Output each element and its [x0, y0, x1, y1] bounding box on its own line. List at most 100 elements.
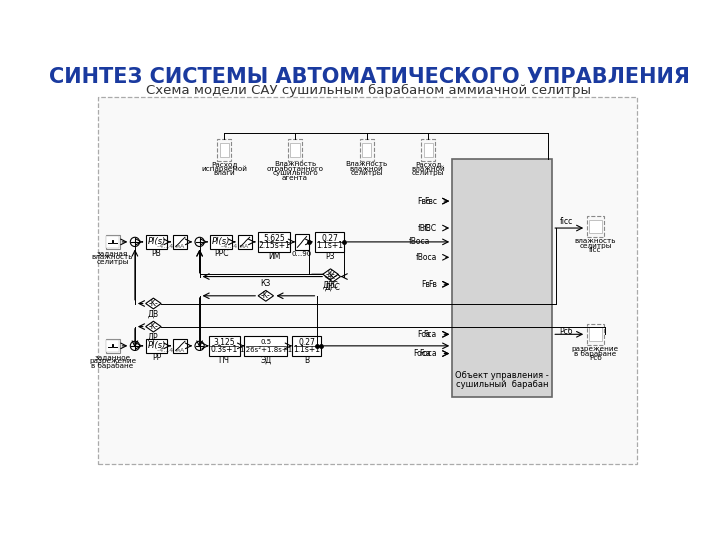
Text: селитры: селитры	[351, 171, 383, 177]
Text: в барабане: в барабане	[575, 350, 616, 357]
Text: 1.1s+1: 1.1s+1	[293, 346, 320, 354]
Text: Рсб: Рсб	[589, 355, 602, 361]
FancyBboxPatch shape	[209, 336, 240, 356]
Text: селитры: селитры	[96, 259, 129, 265]
Text: Схема модели САУ сушильным барабаном аммиачной селитры: Схема модели САУ сушильным барабаном амм…	[146, 84, 592, 97]
Text: влажность: влажность	[92, 254, 133, 260]
FancyBboxPatch shape	[360, 139, 374, 161]
Text: ficc: ficc	[589, 247, 602, 253]
Text: РВ: РВ	[152, 249, 161, 258]
Text: ЭД: ЭД	[260, 356, 271, 365]
Circle shape	[130, 237, 140, 247]
Text: 5.625: 5.625	[264, 234, 285, 243]
Polygon shape	[145, 321, 161, 332]
FancyBboxPatch shape	[288, 139, 302, 161]
Polygon shape	[325, 271, 341, 282]
Text: 0.3s+1: 0.3s+1	[211, 346, 238, 354]
Text: Fв: Fв	[428, 280, 437, 289]
Polygon shape	[323, 269, 338, 280]
Text: -K-: -K-	[261, 291, 271, 300]
Text: Объект управления -: Объект управления -	[455, 372, 549, 380]
FancyBboxPatch shape	[589, 327, 601, 341]
Text: 0.27: 0.27	[321, 234, 338, 243]
Text: fВС: fВС	[418, 224, 431, 233]
Text: отработанного: отработанного	[266, 165, 323, 172]
Text: сушильный  барабан: сушильный барабан	[456, 380, 549, 389]
Text: 1.1s+1: 1.1s+1	[316, 241, 343, 251]
FancyBboxPatch shape	[258, 232, 290, 252]
FancyBboxPatch shape	[423, 143, 433, 157]
Text: влаги: влаги	[213, 171, 235, 177]
Text: Fca: Fca	[418, 330, 431, 339]
FancyBboxPatch shape	[295, 234, 309, 249]
FancyBboxPatch shape	[292, 336, 321, 356]
Text: fВоса: fВоса	[415, 253, 437, 262]
Text: Fвс: Fвс	[418, 197, 431, 206]
Text: Влажность: Влажность	[346, 161, 388, 167]
FancyBboxPatch shape	[238, 235, 252, 249]
Text: PI(s): PI(s)	[212, 238, 230, 246]
Text: разрежение: разрежение	[572, 346, 619, 352]
Text: Fв: Fв	[422, 280, 431, 289]
Text: -4...4 мА: -4...4 мА	[157, 244, 184, 249]
Text: влажной: влажной	[411, 166, 445, 172]
Text: влажность: влажность	[575, 238, 616, 244]
FancyBboxPatch shape	[362, 143, 372, 157]
FancyBboxPatch shape	[107, 236, 119, 248]
Circle shape	[195, 341, 204, 350]
FancyBboxPatch shape	[244, 336, 287, 356]
Text: заданая: заданая	[97, 249, 128, 255]
Text: Расход: Расход	[211, 161, 238, 167]
Text: Расход: Расход	[415, 161, 441, 167]
FancyBboxPatch shape	[210, 235, 232, 249]
FancyBboxPatch shape	[217, 139, 231, 161]
Text: 0.5: 0.5	[260, 340, 271, 346]
Text: -K-: -K-	[325, 270, 336, 279]
Circle shape	[195, 237, 204, 247]
FancyBboxPatch shape	[106, 339, 120, 353]
Text: СИНТЕЗ СИСТЕМЫ АВТОМАТИЧЕСКОГО УПРАВЛЕНИЯ: СИНТЕЗ СИСТЕМЫ АВТОМАТИЧЕСКОГО УПРАВЛЕНИ…	[48, 67, 690, 87]
Text: Foса: Foса	[413, 349, 431, 358]
Circle shape	[130, 341, 140, 350]
Text: заданное: заданное	[94, 354, 130, 360]
Text: 2.15s+1: 2.15s+1	[258, 241, 290, 251]
Text: влажной: влажной	[350, 166, 384, 172]
FancyBboxPatch shape	[587, 215, 604, 237]
Text: ДР: ДР	[148, 333, 158, 342]
FancyBboxPatch shape	[145, 235, 167, 249]
Text: РЗ: РЗ	[325, 252, 335, 261]
Text: агента: агента	[282, 175, 308, 181]
FancyBboxPatch shape	[587, 323, 604, 345]
Text: 0.27: 0.27	[298, 338, 315, 347]
Text: Fca: Fca	[423, 330, 437, 339]
Text: Рсб: Рсб	[559, 327, 573, 336]
Text: Fвс: Fвс	[424, 197, 437, 206]
Text: Влажность: Влажность	[274, 161, 316, 167]
Text: -K-: -K-	[148, 299, 158, 308]
FancyBboxPatch shape	[589, 220, 601, 233]
Text: разрежение: разрежение	[89, 358, 136, 365]
Text: в барабане: в барабане	[91, 362, 134, 369]
Polygon shape	[145, 298, 161, 309]
Text: ficc: ficc	[559, 218, 572, 226]
Text: -4...4 мА: -4...4 мА	[157, 348, 184, 353]
Text: ДРС: ДРС	[323, 280, 338, 289]
Text: испаряемой: испаряемой	[202, 165, 247, 172]
Text: PI(s): PI(s)	[148, 238, 166, 246]
Text: РР: РР	[152, 353, 161, 362]
FancyBboxPatch shape	[290, 143, 300, 157]
Text: 0...90: 0...90	[292, 251, 312, 257]
FancyBboxPatch shape	[421, 139, 435, 161]
FancyBboxPatch shape	[106, 235, 120, 249]
Text: селитры: селитры	[579, 243, 611, 249]
FancyBboxPatch shape	[315, 232, 344, 252]
Text: 1.26s²+1.8s+1: 1.26s²+1.8s+1	[239, 347, 292, 353]
Text: fВС: fВС	[423, 224, 437, 233]
Text: ДВ: ДВ	[148, 310, 159, 319]
Text: 3.125: 3.125	[213, 338, 235, 347]
Text: селитры: селитры	[412, 171, 444, 177]
Polygon shape	[258, 291, 274, 301]
Text: -K-: -K-	[328, 272, 338, 281]
Text: ИМ: ИМ	[268, 252, 281, 261]
FancyBboxPatch shape	[107, 340, 119, 352]
